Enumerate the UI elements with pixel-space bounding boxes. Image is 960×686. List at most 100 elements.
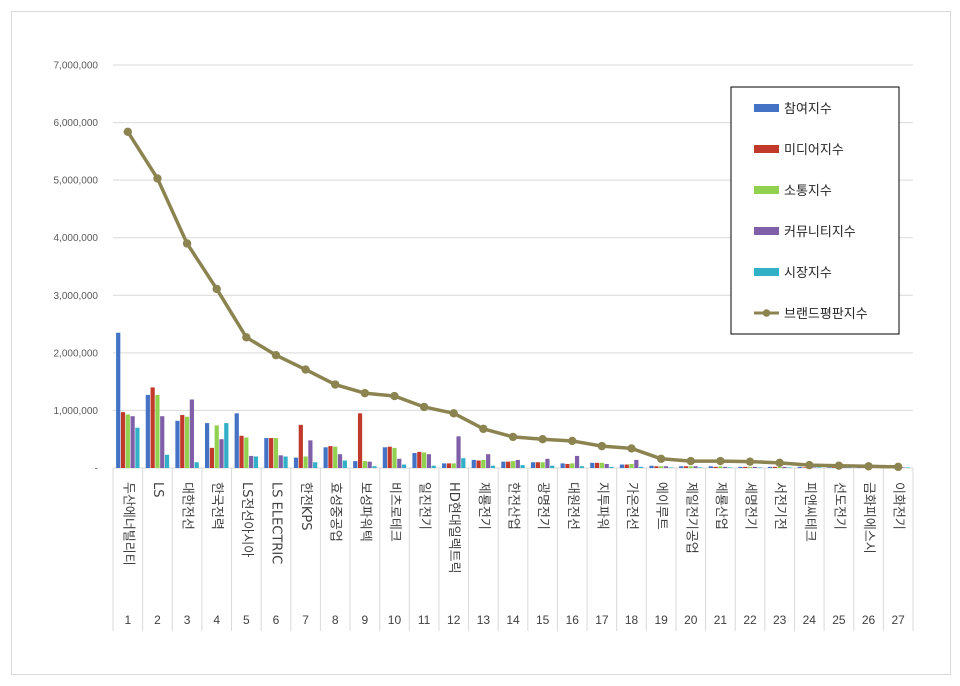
category-label: HD현대일렉트릭 [446,482,461,574]
bar-시장지수 [401,464,407,468]
rank-label: 16 [566,613,580,627]
rank-label: 5 [243,613,250,627]
rank-label: 24 [803,613,817,627]
rank-label: 20 [684,613,698,627]
bar-미디어지수 [446,463,452,468]
y-tick-label: 5,000,000 [54,176,99,187]
legend-box [730,86,900,335]
category-label: 효성중공업 [328,482,343,542]
category-label: 한전KPS [298,482,313,531]
line-point [656,454,666,463]
bar-커뮤니티지수 [456,436,461,468]
y-tick-label: 7,000,000 [54,61,99,72]
line-point [805,460,814,470]
bar-시장지수 [668,467,673,468]
bar-미디어지수 [239,435,244,468]
line-point [479,424,488,434]
bar-미디어지수 [535,462,540,468]
rank-label: 25 [832,613,846,627]
category-label: 제룡전기 [476,482,491,530]
bar-참여지수 [797,466,802,468]
bar-소통지수 [540,462,545,468]
line-point [182,239,192,248]
bar-소통지수 [273,438,279,468]
y-axis: - 1,000,000 2,000,000 3,000,000 4,000,000 5,0… [54,61,99,475]
category-label: 피앤씨테크 [802,482,817,542]
legend-marker [762,309,771,317]
category-table: 두산에너빌리티 1 LS 2 대한전선 3 한국전력 4 LS전선아시아 5 LS ELECTRIC… [112,468,914,631]
bar-소통지수 [510,461,516,468]
bar-시장지수 [698,467,703,468]
bar-참여지수 [175,420,180,468]
category-label: LS전선아시아 [239,482,254,557]
bar-참여지수 [738,466,743,468]
category-label: 두산에너빌리티 [120,482,135,566]
line-point [745,457,755,466]
bar-시장지수 [372,466,377,468]
line-point [893,462,903,472]
rank-label: 11 [418,613,431,627]
bar-커뮤니티지수 [426,454,432,468]
bar-미디어지수 [357,413,363,468]
y-tick-label: 2,000,000 [54,348,99,359]
rank-label: 23 [773,613,787,627]
bar-미디어지수 [565,463,570,468]
bar-참여지수 [649,465,654,468]
bar-미디어지수 [476,460,481,468]
bar-시장지수 [757,467,762,468]
category-label: 지투파워 [594,482,609,530]
bar-미디어지수 [328,446,333,468]
legend-swatch [754,227,779,235]
rank-label: 14 [506,613,520,627]
bar-소통지수 [777,466,782,468]
bar-참여지수 [353,461,358,468]
bar-커뮤니티지수 [249,455,254,468]
bar-참여지수 [530,462,536,468]
bar-참여지수 [293,457,299,468]
bar-시장지수 [253,456,259,468]
rank-label: 18 [625,613,639,627]
bar-소통지수 [422,452,427,468]
bar-소통지수 [688,466,693,468]
line-point [568,436,577,446]
rank-label: 27 [892,613,906,627]
rank-label: 13 [477,613,491,627]
category-label: 광명전기 [535,482,550,530]
bar-시장지수 [727,467,733,468]
rank-label: 6 [273,613,280,627]
rank-label: 26 [862,613,876,627]
bar-커뮤니티지수 [782,466,787,468]
bar-시장지수 [490,465,496,468]
bar-참여지수 [619,464,625,468]
bar-소통지수 [184,416,190,468]
category-label: 일진전기 [417,482,432,530]
line-point [153,174,162,183]
bar-참여지수 [471,459,476,468]
line-point [716,456,725,466]
bar-소통지수 [214,425,219,468]
legend-swatch [754,186,779,194]
bar-시장지수 [816,467,821,468]
bar-커뮤니티지수 [545,458,550,468]
category-label: 한전산업 [506,482,521,530]
bar-소통지수 [570,463,575,468]
legend-label: 미디어지수 [784,143,844,158]
category-label: 서전기전 [772,482,787,530]
bar-참여지수 [827,467,832,468]
bar-커뮤니티지수 [219,439,224,468]
legend-swatch [754,268,779,276]
bar-시장지수 [194,462,199,468]
bar-시장지수 [461,458,466,468]
y-tick-label: 3,000,000 [54,291,99,302]
bar-시장지수 [787,467,792,468]
bar-시장지수 [224,423,229,468]
bar-미디어지수 [506,461,511,468]
bar-참여지수 [590,462,595,468]
bar-참여지수 [116,332,121,468]
bar-미디어지수 [683,466,689,468]
bar-시장지수 [283,456,288,468]
rank-label: 7 [302,613,309,627]
legend-label: 소통지수 [784,184,832,199]
bar-시장지수 [550,465,555,468]
bar-소통지수 [303,456,308,468]
